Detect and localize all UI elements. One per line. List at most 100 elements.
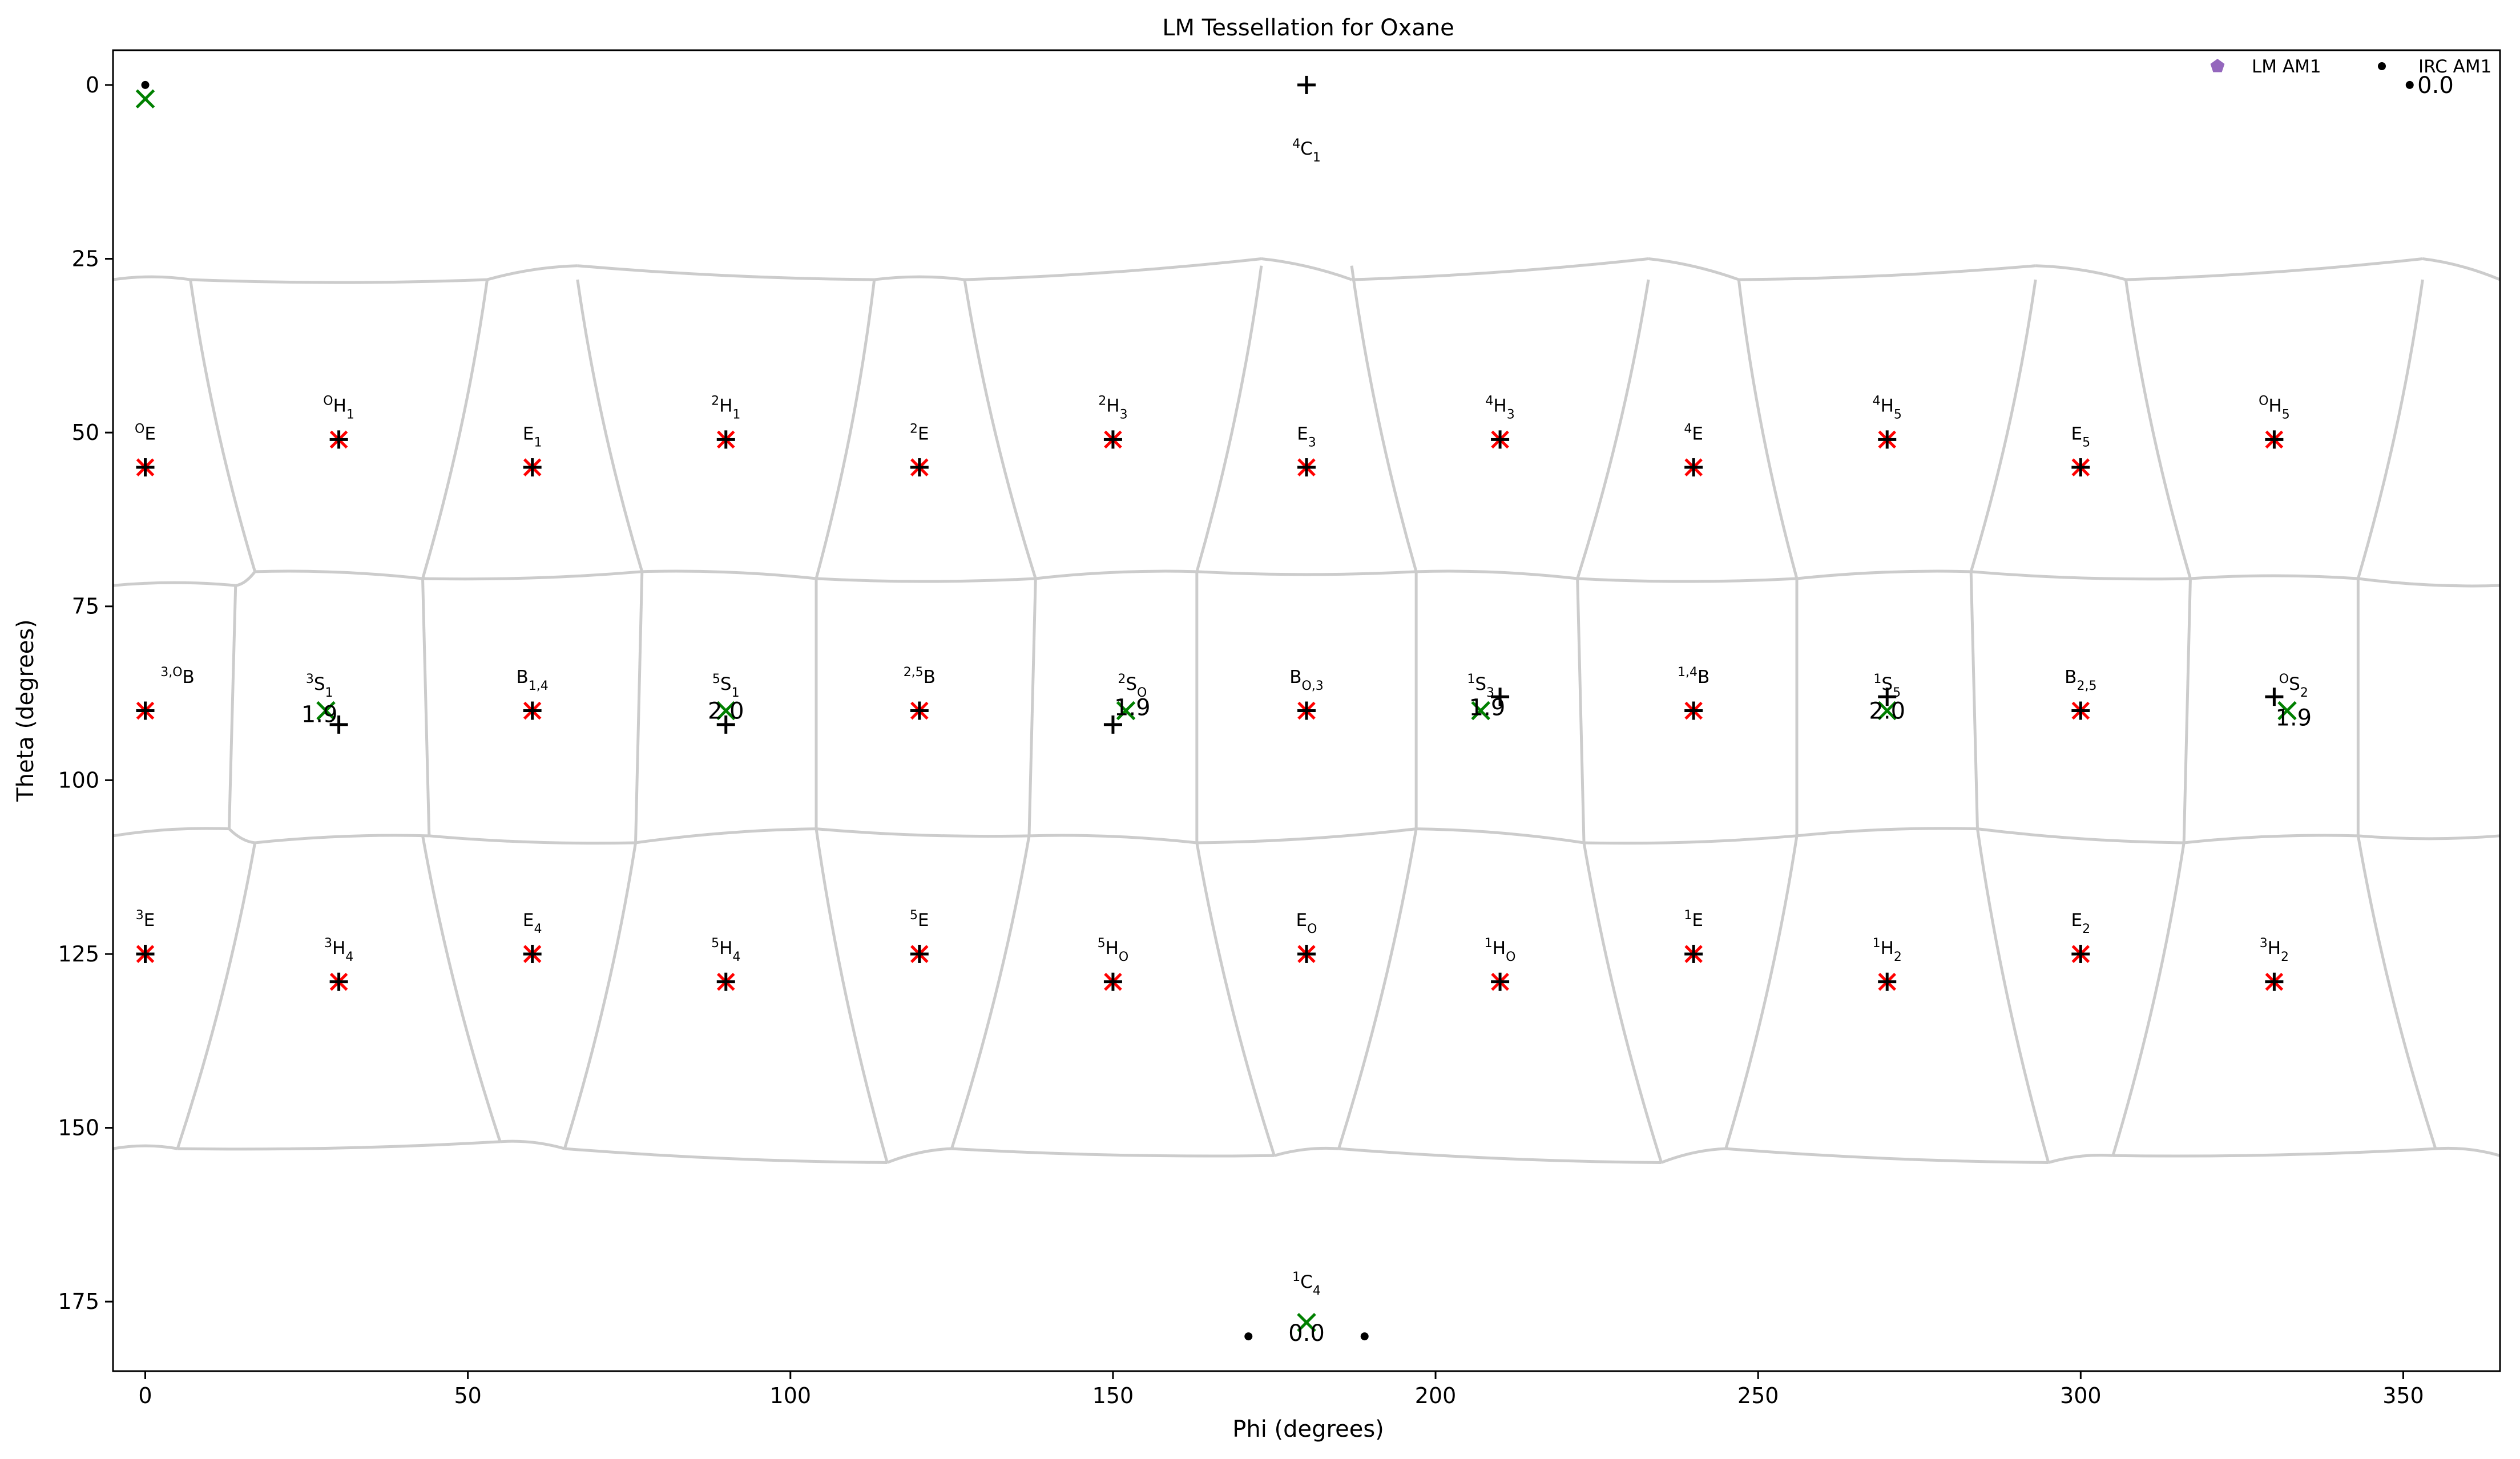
legend-lm-marker: [2210, 59, 2225, 72]
cp-plus-marker: [523, 944, 542, 963]
cp-label-part: 2: [2300, 686, 2308, 700]
cp-label: 4H3: [1485, 394, 1514, 422]
cp-plus-marker: [1491, 430, 1510, 449]
group-x-marker-b: [135, 89, 155, 109]
cp-label-part: E: [144, 423, 156, 444]
cp-label-part: H: [2268, 938, 2281, 959]
center-plus-marker: [2265, 688, 2284, 706]
boundary-row4-segment: [1660, 1147, 1726, 1164]
cp-label: 2H3: [1098, 394, 1127, 422]
cp-label-part: 5: [2082, 435, 2090, 450]
cp-plus-marker: [329, 430, 348, 449]
pathway-value-label: 1.9: [1469, 694, 1506, 721]
cp-plus-marker: [2265, 972, 2284, 991]
group-x-marker: [1297, 1312, 1316, 1332]
boundary-lower-vertical: [2356, 835, 2437, 1149]
cp-label-part: 1: [1313, 151, 1321, 165]
boundary-lower-vertical: [176, 842, 257, 1149]
cp-label-part: E: [523, 910, 534, 931]
group-x-marker: [1877, 701, 1897, 721]
boundary-row2-segment: [2358, 577, 2501, 588]
cp-label-part: 2,5: [904, 665, 924, 680]
cp-label: 1H2: [1873, 936, 1902, 964]
boundary-middle-vertical: [1969, 571, 1979, 829]
boundary-row1-segment: [1352, 257, 1649, 281]
chart-title: LM Tessellation for Oxane: [1162, 15, 1454, 41]
cp-plus-marker: [2071, 701, 2090, 720]
boundary-row1-segment: [1648, 257, 1740, 281]
group-x-marker: [2277, 701, 2297, 721]
cp-label-part: 4: [1684, 422, 1692, 436]
pathway-value-label: 1.9: [2276, 705, 2312, 731]
cp-label-part: O: [135, 422, 144, 436]
cp-plus-marker: [1684, 701, 1703, 720]
group-x-marker: [1471, 701, 1490, 721]
x-axis-label: Phi (degrees): [1232, 1416, 1384, 1442]
legend-lm-label: LM AM1: [2252, 56, 2321, 77]
boundary-row2-segment: [1577, 577, 1797, 583]
cp-label-part: 3: [1120, 408, 1128, 422]
boundary-row1-segment: [2126, 257, 2423, 281]
cp-label-part: 4: [1292, 137, 1300, 151]
pathway-value-label: 2.0: [708, 698, 744, 725]
cp-label-part: H: [1106, 396, 1119, 417]
boundary-row3-segment: [2183, 834, 2358, 844]
cp-label: 2E: [910, 422, 929, 444]
cp-label-part: E: [1692, 910, 1703, 931]
legend-irc-marker: [2378, 62, 2386, 70]
cp-plus-marker: [1103, 972, 1122, 991]
boundary-row3-segment: [635, 827, 817, 844]
cp-label-part: 1: [346, 408, 354, 422]
cp-label-part: 2,5: [2077, 679, 2096, 693]
cp-label: 2SO: [1118, 672, 1147, 700]
cp-label-part: 2: [2082, 922, 2090, 936]
boundary-row3-segment: [1796, 827, 1978, 838]
x-tick-label: 250: [1737, 1383, 1779, 1408]
cp-plus-marker: [1297, 458, 1316, 477]
group-x-marker-b: [1877, 701, 1897, 721]
legend: LM AM1 IRC AM1: [2210, 56, 2491, 77]
boundary-lower-vertical: [1582, 842, 1663, 1163]
cp-label-part: 1: [1684, 908, 1692, 923]
boundary-row4-segment: [951, 1147, 1275, 1158]
chart-markers: [135, 75, 2414, 1341]
cp-label-part: 1: [732, 408, 740, 422]
boundary-upper-vertical: [1195, 265, 1263, 572]
cp-label-part: O: [1119, 950, 1128, 964]
boundary-row2-segment: [642, 569, 817, 580]
cp-label-part: S: [1881, 674, 1893, 694]
pathway-value-label: 0.0: [2417, 72, 2454, 99]
group-x-marker: [135, 89, 155, 109]
center-plus-marker: [329, 715, 348, 734]
cp-plus-marker: [1684, 944, 1703, 963]
cp-label: 5E: [910, 908, 929, 931]
cp-plus-marker: [716, 972, 735, 991]
boundary-row4-segment: [499, 1139, 565, 1150]
boundary-row3-segment: [1977, 827, 2184, 844]
boundary-middle-vertical: [1027, 578, 1037, 836]
boundary-lower-vertical: [950, 835, 1031, 1149]
cp-label-part: 4: [1873, 394, 1881, 409]
cp-label-part: O,3: [1301, 679, 1323, 693]
cp-label: 1HO: [1485, 936, 1516, 964]
boundary-row3-segment: [228, 827, 255, 844]
boundary-upper-vertical: [1969, 279, 2037, 572]
cp-label: 4H5: [1873, 394, 1902, 422]
cp-plus-marker: [1878, 972, 1897, 991]
boundary-row2-segment: [255, 569, 423, 580]
boundary-row3-segment: [1583, 834, 1797, 845]
cp-label-part: 5: [2282, 408, 2290, 422]
cp-label: 5H4: [711, 936, 740, 964]
cp-label-part: E: [1296, 910, 1308, 931]
cp-label-part: H: [719, 396, 732, 417]
boundary-row1-segment: [1261, 257, 1352, 281]
cp-label-part: S: [1475, 674, 1486, 694]
legend-irc-label: IRC AM1: [2418, 56, 2491, 77]
cp-label-part: 3: [136, 908, 144, 923]
cp-label-part: E: [2071, 910, 2083, 931]
cp-label: 5HO: [1098, 936, 1129, 964]
y-tick-label: 175: [58, 1289, 99, 1314]
group-x-marker: [716, 701, 736, 721]
x-tick-label: 350: [2382, 1383, 2424, 1408]
